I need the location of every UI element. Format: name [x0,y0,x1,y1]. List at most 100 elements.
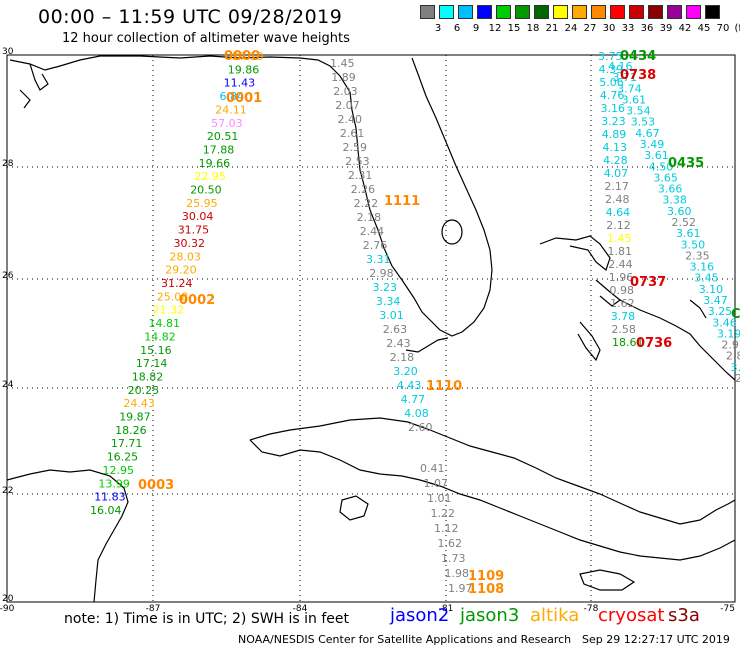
wave-height-sample: 28.03 [169,250,201,263]
wave-height-sample: 2.26 [351,183,376,196]
colorbar-swatch [572,5,587,19]
wave-height-sample: 11.43 [224,77,256,90]
wave-height-sample: 2.44 [360,225,385,238]
wave-height-sample: 2.17 [604,180,629,193]
colorbar-label: 30 [602,23,616,34]
latitude-tick-label: 22 [2,486,13,496]
pass-time-label: 0000 [224,49,260,64]
wave-height-sample: 4.64 [606,206,631,219]
colorbar-swatch [591,5,606,19]
colorbar-swatch [534,5,549,19]
wave-height-sample: 3.2 [731,361,740,374]
wave-height-sample: 4.89 [602,128,627,141]
wave-height-sample: 2.61 [340,127,365,140]
wave-height-sample: 11.83 [94,491,126,504]
wave-height-sample: 0.98 [610,284,635,297]
wave-height-sample: 4.07 [604,167,629,180]
colorbar-label: 9 [472,23,480,34]
wave-height-sample: 4.13 [603,141,628,154]
longitude-tick-label: -90 [0,604,15,614]
wave-height-sample: 2.43 [386,337,411,350]
wave-height-sample: 3.10 [699,283,724,296]
wave-height-sample: 27.10 [232,50,264,63]
wave-height-sample: 2.7 [735,372,740,385]
wave-height-sample: 31.24 [161,277,193,290]
colorbar-swatch [458,5,473,19]
wave-height-sample: 17.14 [136,357,168,370]
wave-height-sample: 3.01 [379,309,404,322]
wave-height-sample: 1.45 [330,57,355,70]
wave-height-sample: 2.81 [726,350,740,363]
pass-time-label: 1110 [426,379,462,394]
wave-height-sample: 20.50 [190,184,222,197]
wave-height-sample: 18.61 [612,336,644,349]
pass-time-label: 0435 [668,156,704,171]
map-title: 00:00 – 11:59 UTC 09/28/2019 [38,6,343,28]
wave-height-sample: 29.20 [165,264,197,277]
wave-height-sample: 3.66 [658,183,683,196]
wave-height-sample: 3.49 [640,138,665,151]
wave-height-sample: 16.04 [90,504,122,517]
wave-height-sample: 4.77 [401,393,426,406]
wave-height-sample: 3.34 [376,295,401,308]
colorbar-label: 21 [545,23,559,34]
wave-height-sample: 20.51 [207,130,239,143]
wave-height-sample: 3.31 [366,253,391,266]
wave-height-sample: 2.35 [685,249,710,262]
wave-height-sample: 2.60 [408,421,433,434]
wave-height-sample: 3.78 [611,310,636,323]
wave-height-sample: 3.23 [373,281,398,294]
wave-height-sample: 25.95 [186,197,218,210]
wave-height-sample: 12.95 [103,464,135,477]
longitude-tick-label: -75 [720,604,735,614]
generation-timestamp: Sep 29 12:27:17 UTC 2019 [582,633,730,646]
wave-height-sample: 3.20 [393,365,418,378]
wave-height-sample: 1.62 [610,297,635,310]
wave-height-sample: 3.38 [662,194,687,207]
longitude-tick-label: -78 [584,604,599,614]
wave-height-sample: 14.82 [144,330,176,343]
map-frame [6,54,736,603]
wave-height-sample: 4.39 [599,63,624,76]
wave-height-sample: 0.41 [420,462,445,475]
pass-time-label: 0434 [620,49,656,64]
wave-height-sample: 3.60 [667,205,692,218]
wave-height-sample: 3.16 [690,261,715,274]
wave-height-sample: 3.61 [644,149,669,162]
longitude-tick-label: -81 [439,604,454,614]
wave-height-sample: 16.25 [107,451,139,464]
wave-height-sample: 2.76 [363,239,388,252]
wave-height-sample: 2.52 [672,216,697,229]
units-note: note: 1) Time is in UTC; 2) SWH is in fe… [64,611,350,627]
pass-time-label: 1111 [384,194,420,209]
wave-height-sample: 2.22 [354,197,379,210]
credit-line: NOAA/NESDIS Center for Satellite Applica… [238,633,572,646]
wave-height-sample: 5.06 [599,76,624,89]
wave-height-sample: 3.65 [653,171,678,184]
colorbar-label: 3 [434,23,442,34]
wave-height-sample: 2.03 [333,85,358,98]
wave-height-sample: 2.53 [345,155,370,168]
wave-height-sample: 17.71 [111,437,142,450]
pass-time-label: 0737 [630,275,666,290]
colorbar-swatch [420,5,435,19]
wave-height-sample: 30.04 [182,210,214,223]
legend-cryosat: cryosat [598,605,665,626]
wave-height-sample: 2.07 [335,99,360,112]
wave-height-sample: 22.95 [194,170,226,183]
wave-height-sample: 1.89 [331,71,356,84]
altimeter-tracks: 27.1019.8611.436.8424.1157.0320.5117.881… [90,50,740,595]
wave-height-sample: 2.48 [605,193,630,206]
wave-height-sample: 2.40 [338,113,363,126]
legend-jason2: jason2 [390,605,450,626]
wave-height-sample: 6.84 [220,90,245,103]
wave-height-sample: 4.28 [603,154,628,167]
wave-height-sample: 4.16 [608,60,633,73]
wave-height-sample: 1.45 [607,232,632,245]
wave-height-sample: 2.98 [369,267,394,280]
wave-height-sample: 19.66 [199,157,231,170]
pass-time-label: 0001 [226,91,262,106]
wave-height-sample: 3.16 [601,102,626,115]
wave-height-sample: 1.01 [427,492,452,505]
colorbar-swatch [610,5,625,19]
